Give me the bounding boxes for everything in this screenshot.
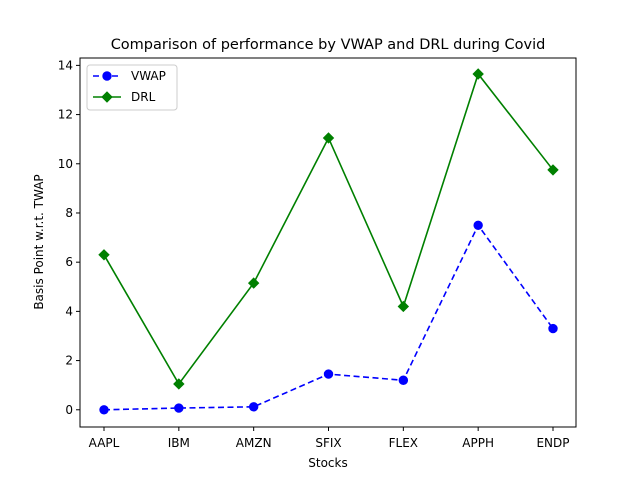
y-tick-label: 8	[65, 206, 73, 220]
legend-entries: VWAP DRL	[93, 69, 166, 104]
drl-point	[322, 132, 335, 144]
legend-drl-marker	[101, 91, 113, 103]
drl-point	[397, 300, 410, 313]
drl-point	[472, 68, 484, 80]
x-tick-label: SFIX	[315, 436, 341, 450]
vwap-point	[323, 369, 334, 379]
x-tick-label: APPH	[462, 436, 494, 450]
vwap-point	[548, 323, 558, 334]
y-tick-label: 0	[65, 403, 73, 417]
plot-frame	[79, 57, 577, 428]
legend: VWAP DRL	[86, 64, 178, 111]
y-tick-label: 4	[65, 304, 73, 318]
drl-point	[173, 378, 185, 390]
drl-point	[247, 277, 260, 289]
x-tick-label: AMZN	[236, 436, 272, 450]
y-axis-label: Basis Point w.r.t. TWAP	[32, 174, 46, 309]
legend-drl-label: DRL	[131, 90, 156, 104]
vwap-point	[473, 220, 483, 230]
vwap-point	[99, 405, 109, 415]
x-tick-label: AAPL	[89, 436, 120, 450]
chart-title: Comparison of performance by VWAP and DR…	[111, 37, 546, 53]
x-tick-label: IBM	[168, 436, 190, 450]
drl-point	[547, 164, 559, 176]
y-tick-label: 6	[65, 255, 73, 269]
x-axis-ticks: AAPL IBM AMZN SFIX FLEX APPH ENDP	[89, 427, 570, 450]
vwap-point	[398, 375, 409, 385]
x-axis-label: Stocks	[308, 456, 347, 470]
legend-vwap-label: VWAP	[131, 69, 166, 83]
legend-vwap-marker	[102, 71, 112, 81]
y-tick-label: 12	[58, 108, 73, 122]
y-axis-ticks: 0 2 4 6 8 10 12 14	[58, 58, 80, 417]
y-tick-label: 10	[58, 157, 73, 171]
series-drl	[98, 68, 559, 390]
x-tick-label: FLEX	[389, 436, 418, 450]
series-layer	[98, 68, 559, 415]
vwap-point	[248, 402, 259, 412]
drl-point	[98, 249, 110, 261]
x-tick-label: ENDP	[536, 436, 569, 450]
y-tick-label: 14	[58, 58, 73, 72]
series-vwap	[99, 220, 558, 415]
y-tick-label: 2	[65, 354, 73, 368]
vwap-point	[174, 403, 184, 413]
